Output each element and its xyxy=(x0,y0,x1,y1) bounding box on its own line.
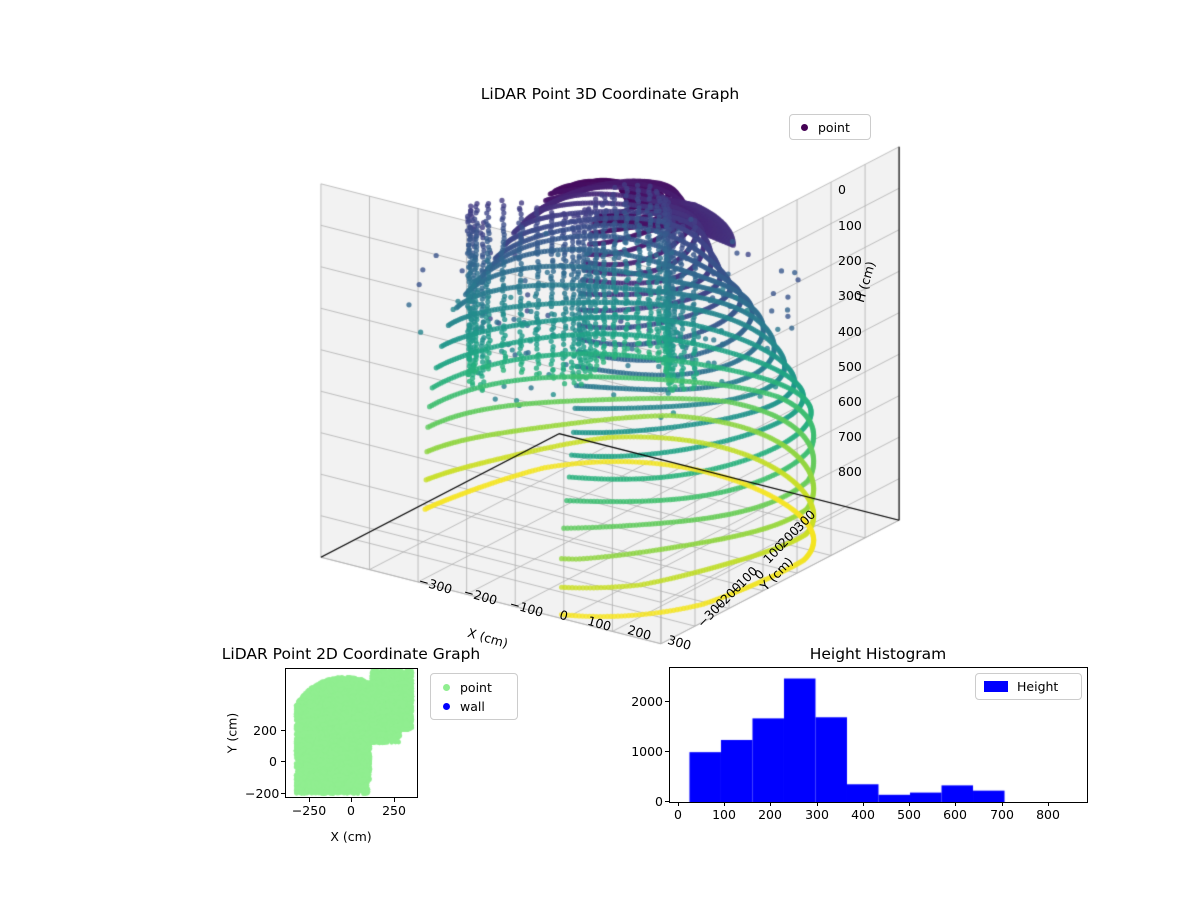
plot2d-ytick-neg200: −200 xyxy=(245,786,280,801)
histogram-xtick-200: 200 xyxy=(758,807,782,822)
plot2d-legend: point wall xyxy=(430,673,518,720)
wall-marker-icon xyxy=(443,703,450,710)
histogram-xtickmark-2 xyxy=(770,802,771,806)
legend2d-row-wall: wall xyxy=(431,697,517,716)
histogram-xtick-300: 300 xyxy=(805,807,829,822)
histogram-legend: Height xyxy=(975,673,1082,700)
plot3d-ztick-2: 200 xyxy=(838,253,862,268)
plot2d-canvas xyxy=(286,669,417,797)
histogram-xtick-700: 700 xyxy=(990,807,1014,822)
plot3d-ztick-7: 700 xyxy=(838,429,862,444)
histogram-ytick-1000: 1000 xyxy=(631,744,663,759)
point-marker-icon xyxy=(801,123,808,131)
histogram-xtickmark-5 xyxy=(909,802,910,806)
plot3d-ztick-4: 400 xyxy=(838,324,862,339)
plot2d-xtick-250: 250 xyxy=(382,803,406,818)
plot2d-ytickmark-2 xyxy=(281,793,285,794)
plot2d-xtickmark-1 xyxy=(351,798,352,802)
histogram-ytick-0: 0 xyxy=(655,794,663,809)
plot2d-axes xyxy=(285,668,418,798)
legend2d-label-point: point xyxy=(460,680,492,695)
plot2d-xaxis-label: X (cm) xyxy=(330,829,372,844)
histogram-xtick-400: 400 xyxy=(851,807,875,822)
plot3d-ztick-0: 0 xyxy=(838,182,846,197)
histogram-ytickmark-1 xyxy=(665,751,669,752)
histogram-xtickmark-3 xyxy=(817,802,818,806)
histogram-xtickmark-6 xyxy=(955,802,956,806)
plot3d-legend: point xyxy=(789,114,871,140)
legend3d-label-point: point xyxy=(818,119,850,135)
histogram-xtickmark-7 xyxy=(1002,802,1003,806)
plot2d-title: LiDAR Point 2D Coordinate Graph xyxy=(221,645,481,663)
histogram-xtick-600: 600 xyxy=(943,807,967,822)
histogram-xtickmark-0 xyxy=(678,802,679,806)
plot2d-ytickmark-1 xyxy=(281,761,285,762)
plot3d-ztick-6: 600 xyxy=(838,394,862,409)
histogram-ytick-2000: 2000 xyxy=(631,694,663,709)
plot2d-yaxis-label: Y (cm) xyxy=(224,712,240,754)
plot3d-ztick-5: 500 xyxy=(838,359,862,374)
plot2d-xtickmark-0 xyxy=(309,798,310,802)
legend2d-row-point: point xyxy=(431,678,517,697)
histogram-ytickmark-2 xyxy=(665,701,669,702)
histogram-xtick-0: 0 xyxy=(674,807,682,822)
plot2d-xtickmark-2 xyxy=(394,798,395,802)
plot3d-title: LiDAR Point 3D Coordinate Graph xyxy=(480,85,740,103)
plot2d-ytick-0: 0 xyxy=(269,754,277,769)
point-marker-icon xyxy=(443,684,450,691)
legend2d-label-wall: wall xyxy=(460,699,485,714)
plot3d-ztick-8: 800 xyxy=(838,464,862,479)
histogram-xtick-100: 100 xyxy=(712,807,736,822)
histogram-xtickmark-8 xyxy=(1048,802,1049,806)
plot2d-ytickmark-0 xyxy=(281,730,285,731)
plot3d-ztick-3: 300 xyxy=(838,288,862,303)
plot2d-ytick-200: 200 xyxy=(253,723,277,738)
plot3d-axes xyxy=(300,100,920,660)
height-swatch-icon xyxy=(984,681,1008,692)
histogram-ytickmark-0 xyxy=(665,801,669,802)
histogram-xtickmark-1 xyxy=(724,802,725,806)
legendhist-label-height: Height xyxy=(1017,679,1059,694)
plot3d-canvas xyxy=(300,100,920,660)
histogram-xtick-800: 800 xyxy=(1036,807,1060,822)
plot3d-ztick-1: 100 xyxy=(838,218,862,233)
histogram-title: Height Histogram xyxy=(809,645,947,663)
histogram-xtick-500: 500 xyxy=(897,807,921,822)
plot2d-xtick-0: 0 xyxy=(347,803,355,818)
plot2d-xtick-neg250: −250 xyxy=(291,803,327,818)
histogram-xtickmark-4 xyxy=(863,802,864,806)
